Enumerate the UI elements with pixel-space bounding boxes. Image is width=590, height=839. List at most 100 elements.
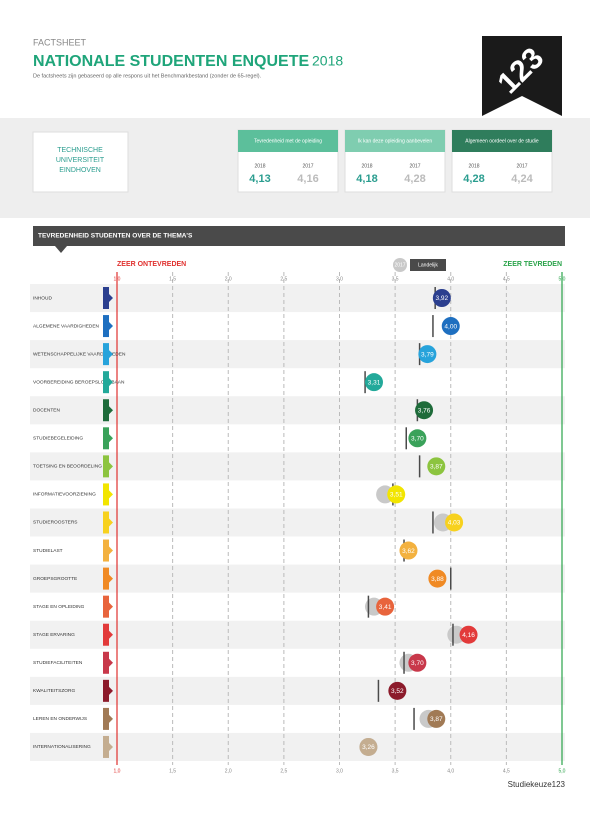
legend-previous-label: 2017 bbox=[394, 262, 405, 268]
row-band bbox=[30, 452, 565, 481]
category-bar bbox=[103, 287, 109, 309]
category-label: WETENSCHAPPELIJKE VAARDIGHEDEN bbox=[33, 351, 126, 357]
x-tick-label: 2,5 bbox=[280, 768, 287, 774]
category-bar bbox=[103, 567, 109, 590]
value-label: 3,70 bbox=[411, 436, 424, 443]
category-bar bbox=[103, 371, 109, 394]
subtitle: De factsheets zijn gebaseerd op alle res… bbox=[33, 73, 262, 79]
x-tick-label: 5,0 bbox=[559, 768, 566, 774]
category-label: STAGE ERVARING bbox=[33, 632, 75, 638]
category-arrow bbox=[109, 406, 113, 415]
category-arrow bbox=[109, 294, 113, 302]
x-tick-label: 3,5 bbox=[392, 768, 399, 774]
section-arrow bbox=[55, 246, 67, 253]
row-band bbox=[30, 284, 565, 313]
dot bbox=[441, 317, 460, 336]
row-band bbox=[30, 396, 565, 425]
category-label: DOCENTEN bbox=[33, 408, 60, 414]
category-arrow bbox=[109, 490, 113, 499]
category-arrow bbox=[109, 574, 113, 583]
dot bbox=[376, 597, 395, 616]
category-bar bbox=[103, 651, 109, 674]
dot bbox=[399, 541, 418, 560]
kpi-label: Tevredenheid met de opleiding bbox=[254, 138, 322, 144]
category-label: KWALITEITSZORG bbox=[33, 688, 75, 694]
category-bar bbox=[103, 455, 109, 478]
section-title: TEVREDENHEID STUDENTEN OVER DE THEMA'S bbox=[38, 233, 193, 240]
category-label: VOORBEREIDING BEROEPSLOOPBAAN bbox=[33, 379, 125, 385]
kpi-year: 2018 bbox=[254, 163, 265, 169]
category-bar bbox=[103, 427, 109, 450]
category-arrow bbox=[109, 546, 113, 555]
value-label: 3,41 bbox=[379, 604, 392, 611]
kpi-value: 4,24 bbox=[511, 173, 533, 185]
value-label: 3,92 bbox=[436, 295, 449, 302]
kpi-year: 2017 bbox=[302, 163, 313, 169]
category-bar bbox=[103, 595, 109, 618]
x-tick-label: 5,0 bbox=[559, 276, 566, 282]
dot bbox=[364, 373, 383, 392]
x-tick-label: 2,0 bbox=[225, 276, 232, 282]
kpi-label: Algemeen oordeel over de studie bbox=[465, 138, 539, 144]
category-arrow bbox=[109, 434, 113, 443]
category-bar bbox=[103, 343, 109, 366]
category-label: STUDIEBEGELEIDING bbox=[33, 436, 83, 442]
category-label: INHOUD bbox=[33, 295, 52, 301]
x-tick-label: 3,0 bbox=[336, 276, 343, 282]
dot bbox=[408, 429, 427, 448]
value-label: 3,76 bbox=[418, 407, 431, 414]
right-label: ZEER TEVREDEN bbox=[503, 261, 562, 268]
row-band bbox=[30, 564, 565, 593]
category-bar bbox=[103, 315, 109, 338]
value-label: 3,79 bbox=[421, 351, 434, 358]
kpi-value: 4,13 bbox=[249, 173, 270, 185]
value-label: 4,16 bbox=[462, 632, 475, 639]
chart: ZEER ONTEVREDEN ZEER TEVREDEN 2017 Landelij… bbox=[30, 258, 566, 789]
value-label: 3,87 bbox=[430, 716, 443, 723]
category-label: STAGE EN OPLEIDING bbox=[33, 604, 85, 610]
dot bbox=[418, 345, 437, 364]
legend-previous bbox=[393, 258, 407, 272]
kpis: Tevredenheid met de opleiding 2018 4,13 201… bbox=[237, 129, 553, 193]
institution: TECHNISCHE bbox=[57, 147, 103, 154]
value-label: 3,26 bbox=[362, 744, 375, 751]
institution: EINDHOVEN bbox=[59, 167, 101, 174]
legend-national bbox=[410, 259, 446, 271]
category-arrow bbox=[109, 630, 113, 639]
category-bar bbox=[103, 707, 109, 730]
kpi-value: 4,16 bbox=[297, 173, 318, 185]
row-band bbox=[30, 676, 565, 705]
category-arrow bbox=[109, 350, 113, 359]
category-arrow bbox=[109, 714, 113, 723]
x-tick-label: 1,0 bbox=[114, 768, 121, 774]
institution-box bbox=[32, 131, 129, 193]
category-arrow bbox=[109, 378, 113, 387]
category-label: ALGEMENE VAARDIGHEDEN bbox=[33, 323, 100, 329]
category-arrow bbox=[109, 602, 113, 611]
x-tick-label: 4,0 bbox=[447, 276, 454, 282]
category-arrow bbox=[109, 322, 113, 331]
category-arrow bbox=[109, 658, 113, 667]
value-label: 3,62 bbox=[402, 548, 415, 555]
dot bbox=[359, 737, 378, 756]
category-arrow bbox=[109, 462, 113, 471]
dot bbox=[445, 513, 464, 532]
x-tick-label: 3,0 bbox=[336, 768, 343, 774]
left-label: ZEER ONTEVREDEN bbox=[117, 261, 186, 268]
category-bar bbox=[103, 735, 109, 758]
dot bbox=[408, 653, 427, 672]
dot bbox=[415, 401, 434, 420]
category-arrow bbox=[109, 686, 113, 695]
title: NATIONALE STUDENTEN ENQUETE bbox=[33, 53, 309, 70]
dot bbox=[388, 681, 407, 700]
kpi-value: 4,28 bbox=[404, 173, 425, 185]
x-tick-label: 4,5 bbox=[503, 768, 510, 774]
row-band bbox=[30, 508, 565, 537]
dot bbox=[427, 457, 446, 476]
kpi-year: 2018 bbox=[468, 163, 479, 169]
x-tick-label: 2,5 bbox=[280, 276, 287, 282]
title-year: 2018 bbox=[312, 53, 343, 69]
category-arrow bbox=[109, 742, 113, 751]
dot bbox=[428, 569, 447, 588]
